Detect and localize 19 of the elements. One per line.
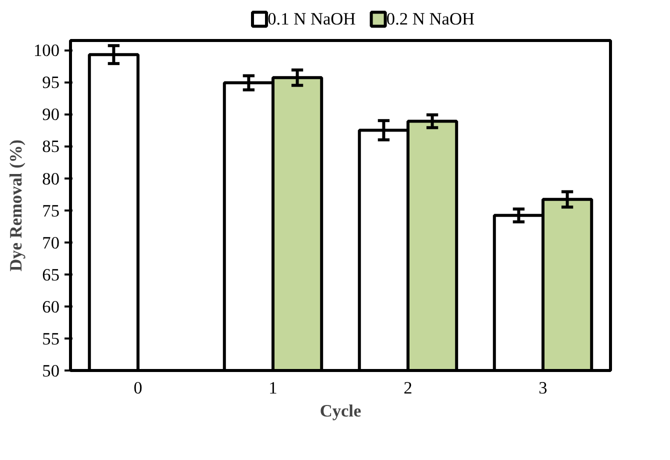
y-tick-label: 65 — [42, 265, 60, 284]
y-tick-label: 100 — [34, 41, 60, 60]
y-tick-label: 70 — [42, 233, 60, 252]
legend-label: 0.2 N NaOH — [386, 10, 474, 29]
y-tick-label: 75 — [42, 201, 60, 220]
y-tick-label: 55 — [42, 329, 60, 348]
x-tick-label: 1 — [268, 378, 278, 398]
legend-label: 0.1 N NaOH — [268, 10, 356, 29]
x-tick-label: 3 — [538, 378, 548, 398]
y-tick-label: 50 — [42, 362, 60, 380]
y-axis-title: Dye Removal (%) — [6, 139, 26, 272]
y-tick-label: 80 — [42, 169, 60, 188]
y-tick-label: 85 — [42, 137, 60, 156]
x-axis-title: Cycle — [320, 402, 362, 420]
x-tick-label: 0 — [134, 378, 142, 398]
y-tick-label: 90 — [42, 105, 60, 124]
y-tick-label: 60 — [42, 297, 60, 316]
x-tick-label: 2 — [404, 378, 412, 398]
y-tick-label: 95 — [42, 73, 60, 92]
